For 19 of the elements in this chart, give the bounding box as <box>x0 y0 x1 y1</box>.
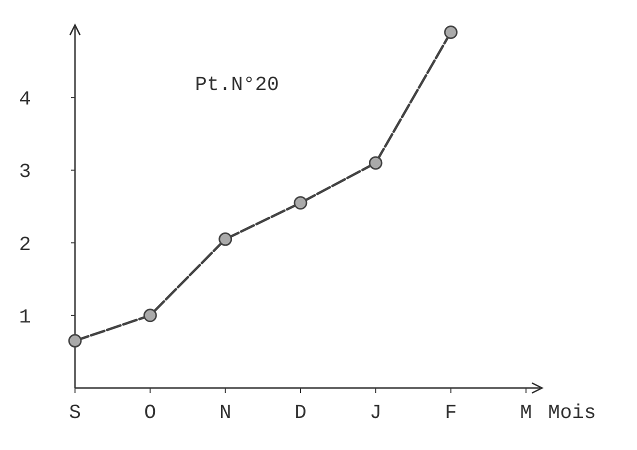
x-tick-label: F <box>444 402 457 425</box>
point <box>294 196 308 210</box>
x-tick-label: S <box>68 402 82 425</box>
y-tick-label: 2 <box>18 234 32 257</box>
y-tick-label: 4 <box>18 88 32 112</box>
point <box>143 308 157 322</box>
x-tick-label: J <box>370 402 382 425</box>
x-tick-label: M <box>520 402 532 425</box>
y-tick-label: 3 <box>18 161 32 184</box>
point <box>68 334 82 348</box>
point <box>218 232 232 246</box>
x-axis-title: Mois <box>548 402 596 425</box>
x-tick-label: D <box>294 402 307 425</box>
annotation: Pt.N°20 <box>195 74 280 97</box>
point <box>444 26 458 40</box>
point <box>368 156 382 170</box>
y-tick-label: 1 <box>18 306 32 330</box>
x-tick-label: O <box>144 402 156 425</box>
x-tick-label: N <box>219 402 232 425</box>
